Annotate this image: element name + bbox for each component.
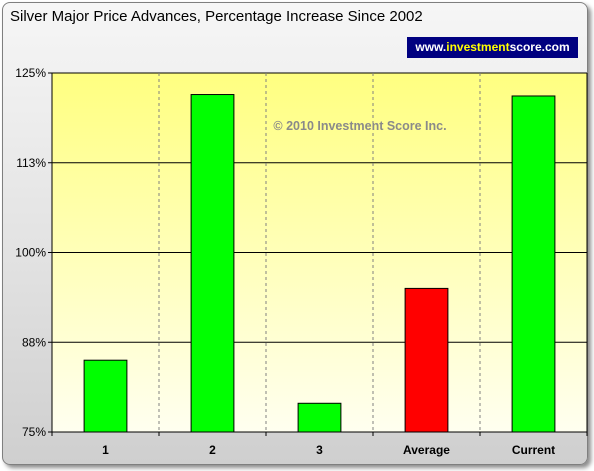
- x-category-label: 3: [316, 443, 323, 457]
- y-tick-label: 88%: [22, 335, 46, 349]
- copyright-watermark: © 2010 Investment Score Inc.: [273, 119, 446, 133]
- x-category-label: 2: [209, 443, 216, 457]
- bar-3: [297, 402, 342, 433]
- y-tick-label: 125%: [15, 66, 46, 80]
- x-category-label: Current: [512, 443, 555, 457]
- chart-title: Silver Major Price Advances, Percentage …: [10, 8, 423, 25]
- x-category-label: 1: [102, 443, 109, 457]
- x-category-label: Average: [403, 443, 450, 457]
- badge-prefix: www.: [415, 40, 447, 54]
- y-tick-label: 100%: [15, 246, 46, 260]
- y-tick-label: 113%: [16, 156, 46, 170]
- bar-1: [83, 359, 128, 433]
- bar-2: [190, 94, 235, 433]
- bar-current: [511, 95, 556, 433]
- website-badge[interactable]: www.investmentscore.com: [407, 37, 578, 58]
- badge-highlight: investment: [446, 40, 510, 54]
- bar-average: [404, 287, 449, 433]
- y-tick-label: 75%: [22, 425, 46, 439]
- badge-suffix: score.com: [509, 40, 570, 54]
